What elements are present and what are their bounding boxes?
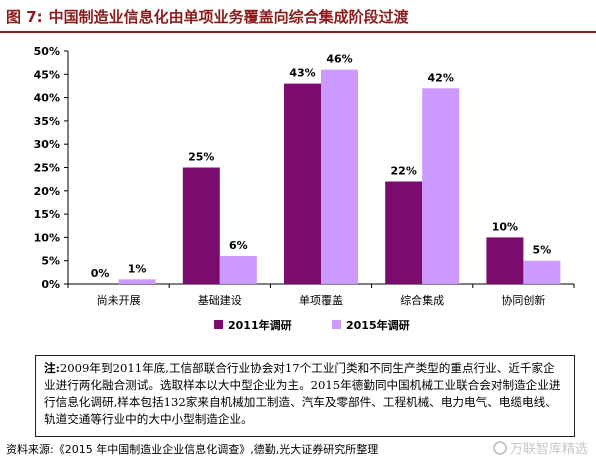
chart-axes: 0% 5% 10% 15% 20% 25% 30% 35% 40% 45% 50% 尚未开展 基础建设 单… (34, 45, 575, 307)
source-line: 资料来源:《2015 年中国制造业企业信息化调查》,德勤,光大证券研究所整理 (6, 443, 379, 456)
y-tick-label: 35% (34, 115, 60, 128)
chart-bars (118, 69, 561, 284)
data-label: 42% (428, 71, 454, 84)
data-label: 5% (533, 244, 552, 257)
note-box: 注:2009年到2011年底,工信部联合行业协会对17个工业门类和不同生产类型的… (35, 355, 575, 437)
figure-header: 图 7: 中国制造业信息化由单项业务覆盖向综合集成阶段过渡 (0, 0, 596, 33)
x-tick-label: 综合集成 (400, 293, 444, 307)
figure-label: 图 7: (6, 8, 43, 26)
legend-swatch (332, 320, 341, 329)
y-tick-label: 0% (41, 278, 60, 291)
data-label: 0% (91, 267, 110, 280)
note-text: 2009年到2011年底,工信部联合行业协会对17个工业门类和不同生产类型的重点… (44, 361, 561, 426)
x-tick-label: 尚未开展 (97, 293, 141, 307)
data-label: 25% (188, 151, 214, 164)
chart-legend: 2011年调研 2015年调研 (214, 318, 410, 332)
y-tick-label: 5% (41, 255, 60, 268)
y-tick-label: 25% (34, 162, 60, 175)
bar (284, 83, 321, 284)
bar (118, 279, 156, 284)
data-label: 43% (289, 67, 315, 80)
data-label: 46% (326, 53, 352, 66)
bar (182, 167, 220, 284)
x-tick-label: 单项覆盖 (299, 293, 343, 307)
y-tick-label: 40% (34, 92, 60, 105)
bar-chart: 0% 5% 10% 15% 20% 25% 30% 35% 40% 45% 50% 尚未开展 基础建设 单… (34, 45, 575, 332)
legend-label: 2011年调研 (228, 318, 292, 332)
bar (422, 88, 460, 284)
x-tick-label: 协同创新 (501, 293, 545, 307)
note-prefix: 注: (44, 361, 60, 375)
data-label: 10% (492, 220, 518, 233)
watermark: 万联智库精选 (492, 438, 588, 457)
data-label: 22% (391, 164, 417, 177)
x-tick-label: 基础建设 (198, 293, 242, 307)
wechat-icon (492, 441, 507, 455)
y-tick-label: 15% (34, 208, 60, 221)
y-tick-label: 10% (34, 231, 60, 244)
bar (321, 69, 358, 284)
bar (219, 256, 257, 284)
y-tick-label: 30% (34, 138, 60, 151)
bar (523, 260, 561, 284)
legend-swatch (214, 320, 223, 329)
chart-data-labels: 0% 25% 43% 22% 10% 1% 6% 46% 42% 5% (91, 53, 551, 280)
watermark-text: 万联智库精选 (509, 442, 588, 457)
bar (486, 237, 524, 284)
figure-title: 图 7: 中国制造业信息化由单项业务覆盖向综合集成阶段过渡 (6, 6, 409, 27)
y-tick-label: 45% (34, 68, 60, 81)
figure-title-text: 中国制造业信息化由单项业务覆盖向综合集成阶段过渡 (48, 8, 409, 26)
legend-label: 2015年调研 (346, 318, 410, 332)
y-tick-label: 50% (34, 45, 60, 58)
bar (385, 181, 423, 284)
y-tick-label: 20% (34, 185, 60, 198)
data-label: 6% (229, 239, 248, 252)
data-label: 1% (128, 262, 147, 275)
